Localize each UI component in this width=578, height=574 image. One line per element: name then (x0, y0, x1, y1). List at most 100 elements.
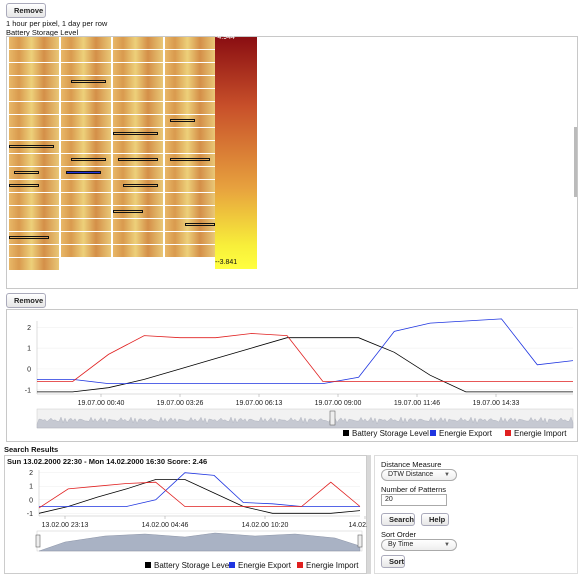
pattern-match-marker[interactable] (9, 145, 54, 148)
scrollbar-thumb[interactable] (574, 127, 577, 197)
y-tick-label: 0 (27, 366, 31, 373)
heatmap-cell[interactable] (9, 258, 59, 270)
x-tick-label: 19.07.00 06:13 (236, 400, 283, 407)
pattern-match-marker[interactable] (66, 171, 101, 174)
heatmap-cell[interactable] (9, 50, 59, 62)
heatmap-cell[interactable] (113, 219, 163, 231)
heatmap-cell[interactable] (165, 37, 215, 49)
heatmap-cell[interactable] (165, 167, 215, 179)
pattern-match-marker[interactable] (185, 223, 215, 226)
heatmap-cell[interactable] (9, 37, 59, 49)
navigator-sparkline (36, 416, 574, 429)
pattern-match-marker[interactable] (71, 158, 106, 161)
heatmap-cell[interactable] (9, 102, 59, 114)
result-line-chart[interactable]: 2 1 0 -1 13.02.00 23:13 14.02.00 04:46 14.02.0… (5, 456, 368, 574)
pattern-match-marker[interactable] (170, 119, 195, 122)
x-tick-label: 14.02.00 1 (348, 522, 368, 529)
heatmap-cell[interactable] (9, 115, 59, 127)
heatmap-cell[interactable] (61, 219, 111, 231)
navigator-handle-right (357, 534, 363, 548)
heatmap-cell[interactable] (9, 193, 59, 205)
heatmap-title: Battery Storage Level (6, 28, 79, 37)
heatmap-cell[interactable] (113, 89, 163, 101)
heatmap-cell[interactable] (165, 50, 215, 62)
heatmap-cell[interactable] (165, 245, 215, 257)
heatmap-cell[interactable] (9, 206, 59, 218)
heatmap-cell[interactable] (61, 63, 111, 75)
distance-measure-select[interactable]: DTW Distance ▼ (381, 469, 457, 481)
heatmap-cell[interactable] (113, 141, 163, 153)
patterns-input[interactable]: 20 (381, 494, 447, 506)
heatmap-cell[interactable] (165, 76, 215, 88)
pattern-match-marker[interactable] (14, 171, 39, 174)
heatmap-cell[interactable] (61, 141, 111, 153)
pattern-match-marker[interactable] (9, 236, 49, 239)
heatmap-cell[interactable] (113, 232, 163, 244)
legend-import: Energie Import (505, 429, 566, 438)
remove-chart-button[interactable]: Remove (6, 293, 46, 308)
distance-measure-label: Distance Measure (381, 460, 442, 469)
heatmap-cell[interactable] (113, 37, 163, 49)
heatmap-cell[interactable] (61, 115, 111, 127)
heatmap-cell[interactable] (165, 141, 215, 153)
heatmap-cell[interactable] (113, 193, 163, 205)
sort-button[interactable]: Sort (381, 555, 405, 568)
pattern-match-marker[interactable] (170, 158, 210, 161)
heatmap-cell[interactable] (165, 89, 215, 101)
heatmap-cell[interactable] (165, 232, 215, 244)
heatmap-cell[interactable] (9, 128, 59, 140)
pattern-match-marker[interactable] (9, 184, 39, 187)
pattern-match-marker[interactable] (113, 210, 143, 213)
heatmap-cell[interactable] (165, 102, 215, 114)
search-button[interactable]: Search (381, 513, 415, 526)
help-button[interactable]: Help (421, 513, 449, 526)
pattern-match-marker[interactable] (118, 158, 158, 161)
y-tick-label: 2 (29, 470, 33, 477)
heatmap-cell[interactable] (113, 167, 163, 179)
pattern-match-marker[interactable] (71, 80, 106, 83)
y-tick-label: 0 (29, 497, 33, 504)
heatmap-cell[interactable] (9, 63, 59, 75)
pattern-match-marker[interactable] (113, 132, 158, 135)
heatmap-cell[interactable] (113, 245, 163, 257)
heatmap-cell[interactable] (165, 128, 215, 140)
heatmap-cell[interactable] (9, 89, 59, 101)
heatmap-cell[interactable] (61, 245, 111, 257)
result-legend-battery: Battery Storage Level (145, 561, 231, 570)
navigator-handle (329, 410, 336, 426)
line-chart[interactable]: 2 1 0 -1 19.07.00 00:40 19.07.00 03:26 19.07.0… (7, 310, 578, 443)
heatmap-cell[interactable] (61, 206, 111, 218)
heatmap-cell[interactable] (9, 245, 59, 257)
heatmap-cell[interactable] (113, 63, 163, 75)
chevron-down-icon: ▼ (444, 472, 450, 478)
calendar-heatmap[interactable] (9, 37, 219, 270)
heatmap-cell[interactable] (113, 76, 163, 88)
heatmap-cell[interactable] (61, 128, 111, 140)
heatmap-cell[interactable] (9, 154, 59, 166)
heatmap-cell[interactable] (113, 115, 163, 127)
heatmap-cell[interactable] (113, 102, 163, 114)
sort-order-select[interactable]: By Time ▼ (381, 539, 457, 551)
heatmap-cell[interactable] (61, 232, 111, 244)
heatmap-cell[interactable] (61, 102, 111, 114)
y-tick-label: 2 (27, 325, 31, 332)
heatmap-cell[interactable] (61, 89, 111, 101)
heatmap-cell[interactable] (61, 37, 111, 49)
heatmap-cell[interactable] (165, 63, 215, 75)
pattern-match-marker[interactable] (123, 184, 158, 187)
heatmap-panel: -4.944 --3.841 (6, 34, 578, 289)
heatmap-cell[interactable] (113, 50, 163, 62)
heatmap-cell[interactable] (165, 206, 215, 218)
heatmap-cell[interactable] (165, 180, 215, 192)
energie-export-series (39, 472, 360, 507)
results-scrollbar[interactable] (367, 455, 371, 574)
heatmap-cell[interactable] (61, 180, 111, 192)
heatmap-cell[interactable] (61, 50, 111, 62)
heatmap-cell[interactable] (165, 193, 215, 205)
heatmap-cell[interactable] (9, 76, 59, 88)
heatmap-cell[interactable] (61, 193, 111, 205)
heatmap-cell[interactable] (9, 219, 59, 231)
remove-heatmap-button[interactable]: Remove (6, 3, 46, 18)
navigator-handle-left (35, 534, 41, 548)
scale-min-label: --3.841 (215, 259, 238, 266)
